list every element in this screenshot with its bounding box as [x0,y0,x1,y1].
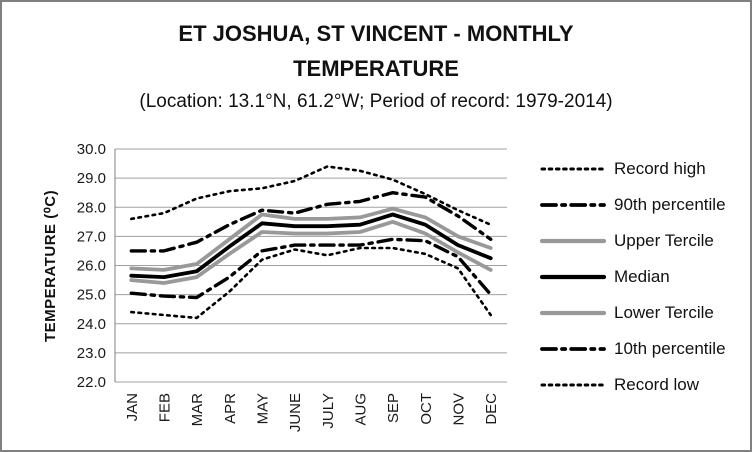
chart-subtitle: (Location: 13.1°N, 61.2°W; Period of rec… [139,91,613,113]
legend-sample-record-high-line [540,167,606,171]
x-tick-label: JULY [320,393,337,429]
legend-item-10th-percentile: 10th percentile [539,331,749,367]
x-tick-label: AUG [353,393,370,426]
y-tick-label: 26.0 [77,258,106,275]
chart-title: ET JOSHUA, ST VINCENT - MONTHLY TEMPERAT… [178,21,574,82]
series-lower-tercile-line [129,219,493,285]
series-record-high-line [130,165,493,226]
y-tick-label: 30.0 [77,141,106,158]
legend-sample-upper-tercile-line [539,238,607,244]
x-tick-label: MAY [255,393,272,424]
y-tick-label: 25.0 [77,287,106,304]
y-tick-label: 24.0 [77,316,106,333]
x-tick-label: NOV [451,393,468,426]
legend-label: Median [614,267,670,286]
legend-item-record-low: Record low [539,367,749,403]
legend-item-lower-tercile: Lower Tercile [539,295,749,331]
legend-item-median: Median [539,259,749,295]
legend-sample-median-line [539,274,607,280]
series-10th-percentile-line [129,237,493,300]
x-tick-label: JAN [124,393,141,421]
x-tick-label: JUNE [287,393,304,432]
x-tick-label: OCT [418,393,435,425]
legend-sample-90th-percentile-line [540,203,606,207]
y-tick-label: 29.0 [77,170,106,187]
series-record-low-line [130,246,493,320]
legend-label: 90th percentile [614,195,726,214]
legend-item-upper-tercile: Upper Tercile [539,223,749,259]
x-tick-label: DEC [483,393,500,425]
legend-label: Record low [614,375,700,394]
legend-sample-lower-tercile-line [539,310,607,316]
legend-item-90th-percentile: 90th percentile [539,187,749,223]
legend: Record high 90th percentile Upper Tercile M… [539,151,749,403]
x-tick-label: SEP [385,393,402,423]
legend-label: Record high [614,159,706,178]
legend-sample-record-low-line [540,383,606,387]
y-tick-label: 27.0 [77,228,106,245]
y-tick-label: 22.0 [77,374,106,391]
legend-label: Upper Tercile [614,231,714,250]
x-tick-label: MAR [189,393,206,427]
y-tick-label: 23.0 [77,345,106,362]
legend-sample-10th-percentile-line [540,347,606,351]
y-tick-label: 28.0 [77,199,106,216]
legend-label: 10th percentile [614,339,726,358]
x-tick-label: APR [222,393,239,424]
series-90th-percentile-line [129,190,493,253]
chart-header: ET JOSHUA, ST VINCENT - MONTHLY TEMPERAT… [2,16,750,113]
series-median-line [129,212,493,280]
legend-item-record-high: Record high [539,151,749,187]
legend-label: Lower Tercile [614,303,714,322]
x-tick-label: FEB [157,393,174,422]
series-upper-tercile-line [129,206,493,272]
